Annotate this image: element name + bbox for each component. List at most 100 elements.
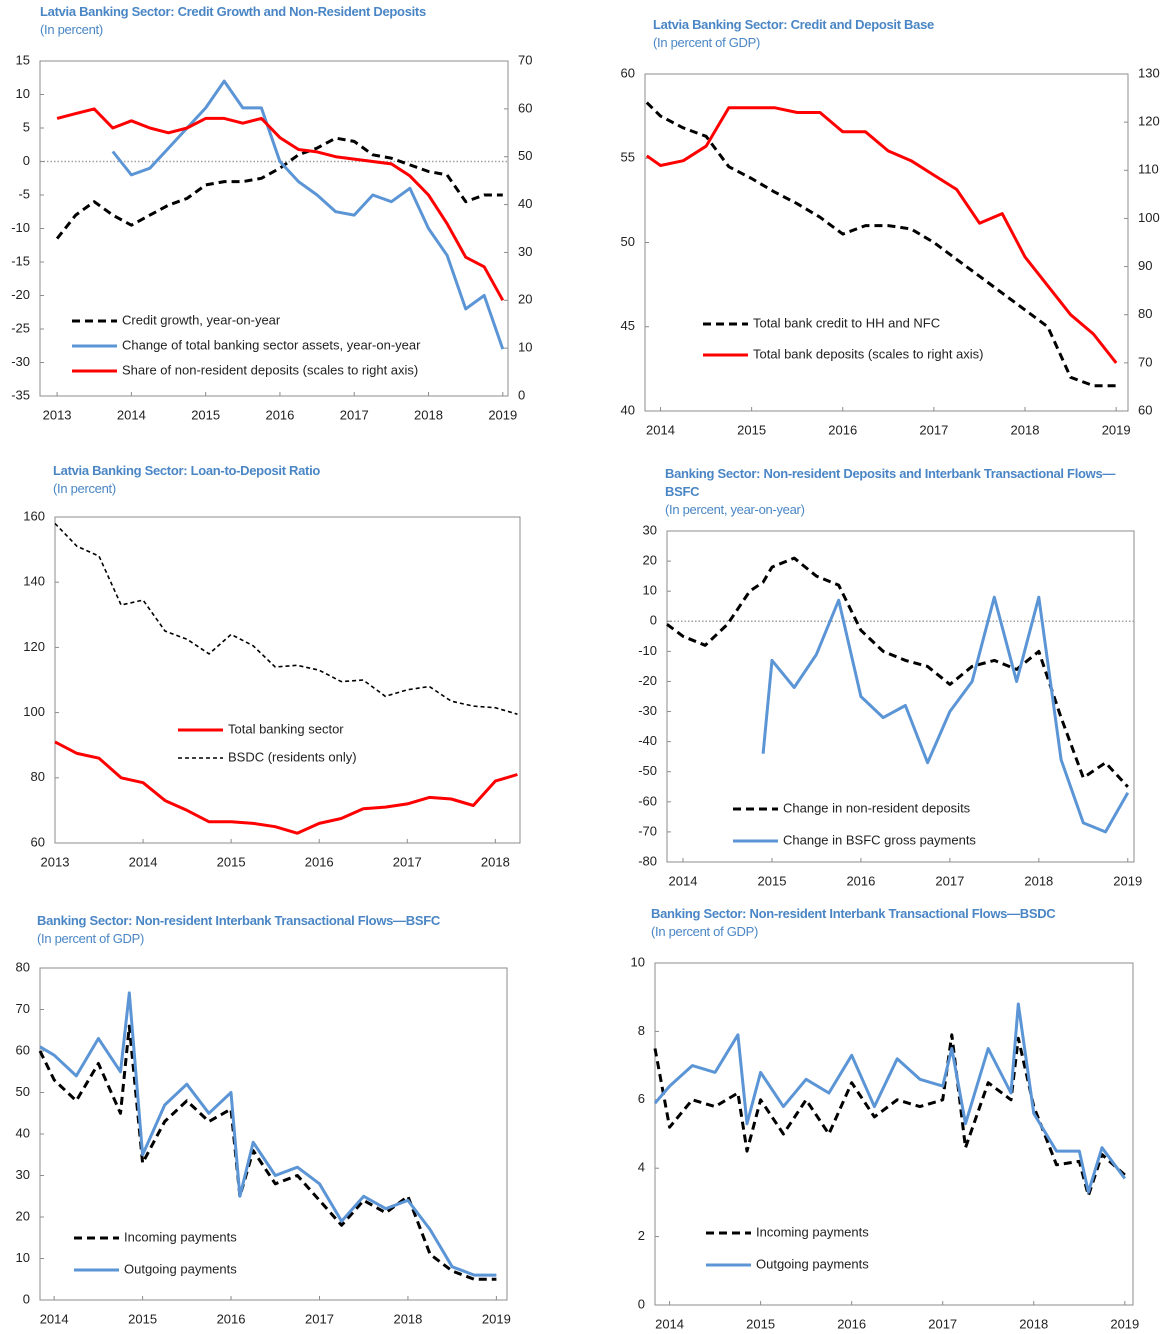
series-line — [653, 1033, 1126, 1198]
legend-label: Change in BSFC gross payments — [783, 832, 976, 847]
x-tick-label: 2018 — [1019, 1316, 1048, 1331]
y-tick-label: -80 — [638, 853, 657, 868]
legend-label: Change in non-resident deposits — [783, 800, 971, 815]
y-tick-label: 40 — [16, 1125, 30, 1140]
legend-label: Incoming payments — [756, 1224, 869, 1239]
chart-title: Latvia Banking Sector: Credit and Deposi… — [653, 17, 934, 32]
y-tick-label: 0 — [23, 1291, 30, 1306]
legend-label: Outgoing payments — [756, 1256, 869, 1271]
plot-frame — [654, 962, 1134, 1306]
y-tick-label: 10 — [643, 583, 657, 598]
y2-tick-label: 130 — [1138, 65, 1160, 80]
y-tick-label: 70 — [16, 1001, 30, 1016]
series-line — [653, 1002, 1127, 1194]
y-tick-label: 15 — [16, 52, 30, 67]
y-tick-label: 0 — [650, 613, 657, 628]
chart-header: Latvia Banking Sector: Credit and Deposi… — [653, 16, 1123, 52]
y-tick-label: 50 — [621, 234, 635, 249]
chart-subtitle: (In percent, year-on-year) — [665, 502, 805, 517]
y-tick-label: 60 — [31, 834, 45, 849]
y-tick-label: 10 — [16, 86, 30, 101]
chart-subtitle: (In percent of GDP) — [37, 931, 145, 946]
x-tick-label: 2019 — [482, 1311, 511, 1326]
x-tick-label: 2018 — [481, 854, 510, 869]
y-tick-label: 20 — [16, 1208, 30, 1223]
y-tick-label: 40 — [621, 402, 635, 417]
y-tick-label: 80 — [31, 769, 45, 784]
chart-header: Banking Sector: Non-resident Interbank T… — [651, 905, 1131, 941]
y-tick-label: 30 — [643, 522, 657, 537]
series-line — [645, 101, 1117, 388]
y-tick-label: -25 — [11, 320, 30, 335]
series-line — [54, 740, 518, 835]
legend-label: Credit growth, year-on-year — [122, 312, 281, 327]
y-tick-label: -70 — [638, 823, 657, 838]
x-tick-label: 2019 — [488, 407, 517, 422]
y-tick-label: 5 — [23, 119, 30, 134]
chart-subtitle: (In percent of GDP) — [651, 924, 759, 939]
x-tick-label: 2017 — [393, 854, 422, 869]
y-tick-label: 55 — [621, 150, 635, 165]
y2-tick-label: 40 — [518, 196, 532, 211]
x-tick-label: 2015 — [191, 407, 220, 422]
y-tick-label: 10 — [16, 1250, 30, 1265]
y-tick-label: -5 — [18, 186, 30, 201]
y-tick-label: -50 — [638, 763, 657, 778]
legend-label: Outgoing payments — [124, 1261, 237, 1276]
x-tick-label: 2013 — [41, 854, 70, 869]
chart-title: Banking Sector: Non-resident Deposits an… — [665, 466, 1116, 499]
x-tick-label: 2016 — [305, 854, 334, 869]
y-tick-label: -20 — [11, 287, 30, 302]
y-tick-label: 60 — [16, 1042, 30, 1057]
y-tick-label: -10 — [638, 643, 657, 658]
x-tick-label: 2014 — [117, 407, 146, 422]
x-tick-label: 2014 — [669, 873, 698, 888]
series-line — [55, 136, 503, 240]
legend-label: Change of total banking sector assets, y… — [122, 337, 421, 352]
y-tick-label: 4 — [638, 1160, 645, 1175]
y2-tick-label: 70 — [1138, 354, 1152, 369]
y2-tick-label: 20 — [518, 292, 532, 307]
x-tick-label: 2018 — [393, 1311, 422, 1326]
y2-tick-label: 60 — [518, 100, 532, 115]
series-line — [111, 79, 505, 350]
x-tick-label: 2014 — [40, 1311, 69, 1326]
y-tick-label: 6 — [638, 1091, 645, 1106]
x-tick-label: 2014 — [655, 1316, 684, 1331]
chart-subtitle: (In percent) — [40, 22, 103, 37]
x-tick-label: 2018 — [1011, 422, 1040, 437]
y-tick-label: 30 — [16, 1167, 30, 1182]
y-tick-label: 0 — [638, 1296, 645, 1311]
y-tick-label: -35 — [11, 387, 30, 402]
x-tick-label: 2019 — [1102, 422, 1131, 437]
chart-header: Banking Sector: Non-resident Interbank T… — [37, 912, 507, 948]
x-tick-label: 2018 — [414, 407, 443, 422]
x-tick-label: 2015 — [737, 422, 766, 437]
y-tick-label: 60 — [621, 65, 635, 80]
legend-label: Total bank deposits (scales to right axi… — [753, 346, 984, 361]
x-tick-label: 2015 — [758, 873, 787, 888]
x-tick-label: 2016 — [837, 1316, 866, 1331]
legend-label: Total bank credit to HH and NFC — [753, 315, 940, 330]
legend-label: Incoming payments — [124, 1229, 237, 1244]
y-tick-label: -60 — [638, 793, 657, 808]
y2-tick-label: 100 — [1138, 210, 1160, 225]
series-line — [54, 522, 518, 715]
series-line — [56, 107, 505, 302]
y-tick-label: 50 — [16, 1084, 30, 1099]
y-tick-label: 8 — [638, 1023, 645, 1038]
x-tick-label: 2018 — [1024, 873, 1053, 888]
x-tick-label: 2019 — [1113, 873, 1142, 888]
x-tick-label: 2015 — [217, 854, 246, 869]
chart-header: Latvia Banking Sector: Credit Growth and… — [40, 3, 510, 39]
series-line — [645, 106, 1118, 364]
y-tick-label: -10 — [11, 220, 30, 235]
y-tick-label: -15 — [11, 253, 30, 268]
chart-header: Latvia Banking Sector: Loan-to-Deposit R… — [53, 462, 523, 498]
x-tick-label: 2016 — [217, 1311, 246, 1326]
y2-tick-label: 0 — [518, 387, 525, 402]
series-line — [761, 595, 1130, 834]
y-tick-label: -30 — [638, 703, 657, 718]
